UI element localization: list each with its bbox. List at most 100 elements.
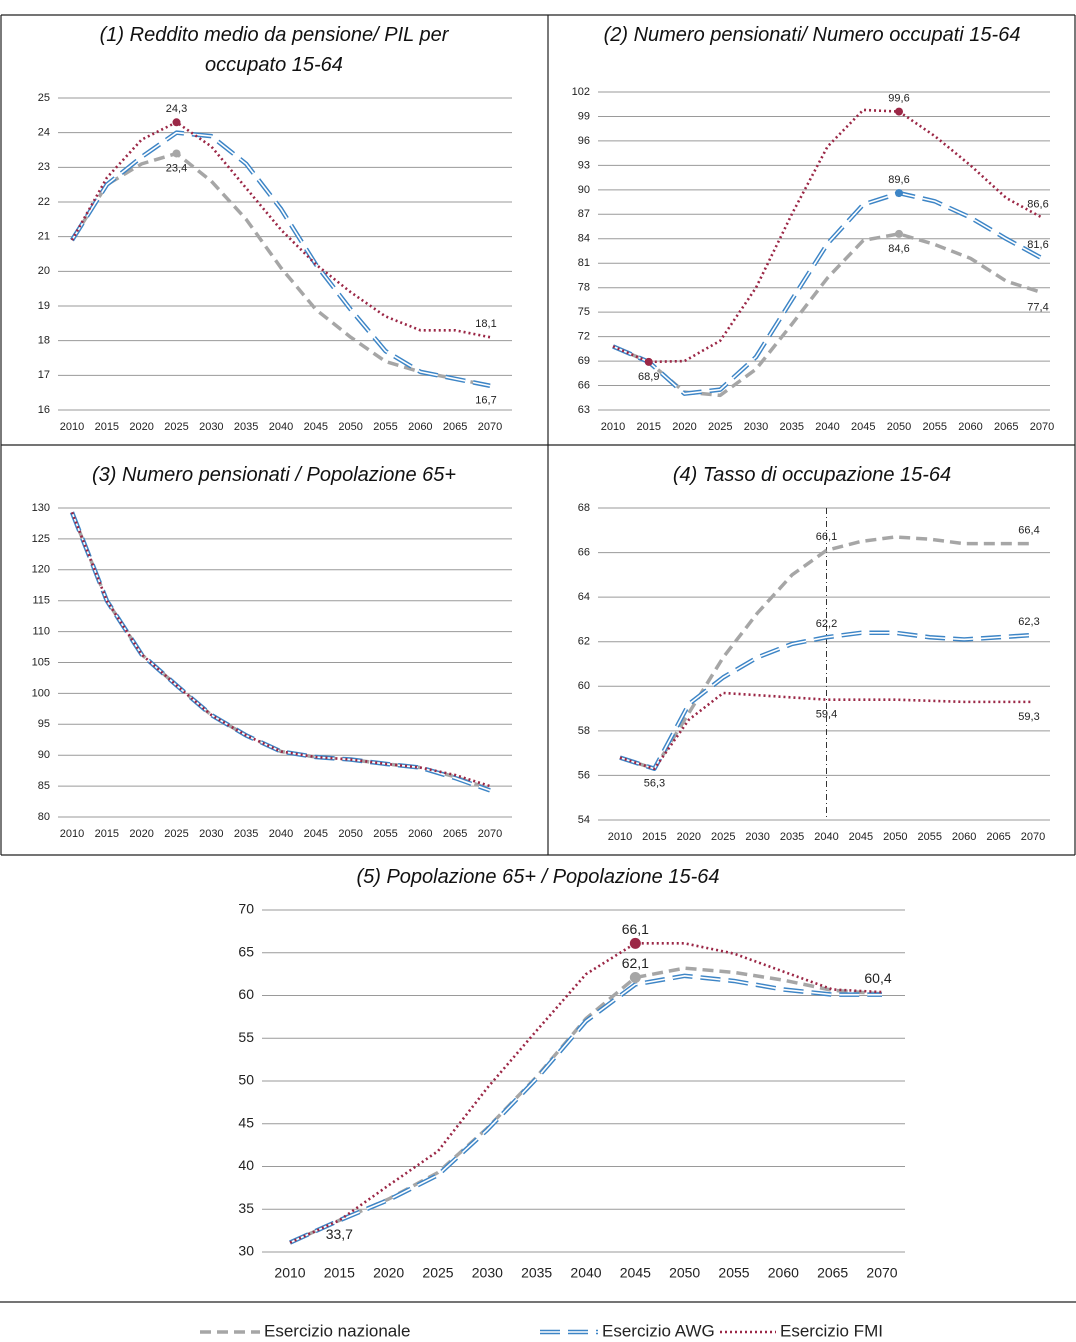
y-tick-label: 125 (32, 533, 50, 545)
panel-frame (0, 14, 1076, 1303)
point-marker (895, 107, 903, 116)
data-label: 86,6 (1027, 198, 1048, 210)
data-label: 84,6 (888, 243, 909, 255)
y-tick-label: 110 (32, 626, 50, 638)
y-tick-label: 19 (38, 300, 50, 312)
series-line-inner (71, 512, 491, 792)
y-tick-label: 56 (578, 769, 590, 781)
y-tick-label: 66 (578, 379, 590, 391)
y-tick-label: 90 (578, 184, 590, 196)
chart-title: (1) Reddito medio da pensione/ PIL per o… (99, 24, 449, 76)
series-line (70, 511, 491, 791)
x-tick-label: 2040 (814, 831, 838, 843)
plot: 54 56 58 60 62 64 66 68 2010 2015 2020 2025 2030 2035… (578, 502, 1050, 843)
y-tick-label: 75 (578, 306, 590, 318)
x-tick-label: 2065 (443, 421, 467, 433)
plot: 30 35 40 45 50 55 60 65 70 2010 2015 2020 2025 2030 20… (238, 901, 905, 1281)
x-tick-label: 2010 (274, 1265, 305, 1281)
chart-title: (2) Numero pensionati/ Numero occupati 1… (603, 24, 1021, 46)
y-tick-label: 25 (38, 92, 50, 104)
y-tick-label: 16 (38, 404, 50, 416)
data-label: 62,1 (622, 955, 649, 971)
x-tick-label: 2020 (672, 421, 696, 433)
data-label: 23,4 (166, 162, 187, 174)
series-line (69, 511, 491, 793)
x-tick-label: 2035 (234, 421, 258, 433)
y-tick-label: 78 (578, 282, 590, 294)
x-tick-label: 2010 (60, 421, 84, 433)
y-tick-label: 96 (578, 135, 590, 147)
y-tick-label: 93 (578, 159, 590, 171)
y-tick-label: 84 (578, 233, 590, 245)
x-tick-label: 2070 (1030, 421, 1054, 433)
y-tick-label: 17 (38, 369, 50, 381)
data-label: 66,4 (1018, 525, 1039, 537)
point-marker (895, 229, 903, 238)
x-tick-label: 2025 (164, 828, 188, 840)
x-tick-label: 2065 (443, 828, 467, 840)
y-tick-label: 102 (572, 86, 590, 98)
series-line (619, 691, 1033, 771)
y-tick-label: 81 (578, 257, 590, 269)
x-tick-label: 2070 (866, 1265, 897, 1281)
y-tick-label: 50 (238, 1072, 254, 1088)
y-tick-label: 54 (578, 814, 590, 826)
series-line (70, 130, 491, 388)
series-line (70, 151, 491, 388)
y-tick-label: 18 (38, 335, 50, 347)
data-label: 24,3 (166, 103, 187, 115)
data-label: 99,6 (888, 92, 909, 104)
chart-title: (5) Popolazione 65+ / Popolazione 15-64 (356, 866, 720, 888)
y-tick-label: 30 (238, 1243, 254, 1259)
y-tick-label: 20 (38, 265, 50, 277)
x-tick-label: 2060 (408, 828, 432, 840)
legend-label: Esercizio FMI (780, 1321, 883, 1340)
y-tick-label: 66 (578, 546, 590, 558)
data-label: 60,4 (864, 970, 891, 986)
legend-item: Esercizio nazionale (200, 1321, 410, 1340)
point-marker (895, 189, 903, 198)
y-tick-label: 100 (32, 687, 50, 699)
x-tick-label: 2045 (304, 828, 328, 840)
point-marker (172, 149, 181, 158)
y-tick-label: 35 (238, 1200, 254, 1216)
y-tick-label: 95 (38, 718, 50, 730)
series-line-inner (289, 975, 882, 1244)
point-marker (644, 357, 653, 366)
x-tick-label: 2030 (472, 1265, 503, 1281)
x-tick-label: 2055 (373, 421, 397, 433)
data-label: 16,7 (475, 395, 496, 407)
x-tick-label: 2050 (883, 831, 907, 843)
data-label: 62,2 (816, 618, 837, 630)
x-tick-label: 2030 (745, 831, 769, 843)
data-label: 66,1 (622, 921, 649, 937)
x-tick-label: 2035 (780, 421, 804, 433)
series-line (289, 966, 883, 1245)
point-marker (172, 118, 181, 127)
y-tick-label: 58 (578, 725, 590, 737)
series-line (289, 973, 882, 1245)
x-tick-label: 2065 (994, 421, 1018, 433)
y-tick-label: 90 (38, 749, 50, 761)
x-tick-label: 2010 (608, 831, 632, 843)
x-tick-label: 2030 (199, 421, 223, 433)
x-tick-label: 2035 (521, 1265, 552, 1281)
x-tick-label: 2020 (373, 1265, 404, 1281)
series-line (619, 535, 1033, 771)
x-tick-label: 2060 (958, 421, 982, 433)
x-tick-label: 2055 (923, 421, 947, 433)
x-tick-label: 2025 (711, 831, 735, 843)
y-tick-label: 72 (578, 331, 590, 343)
series-line-inner (71, 131, 491, 387)
y-tick-label: 64 (578, 591, 590, 603)
x-tick-label: 2040 (269, 421, 293, 433)
x-tick-label: 2015 (324, 1265, 355, 1281)
legend-label: Esercizio AWG (602, 1321, 715, 1340)
data-label: 59,4 (816, 709, 837, 721)
x-tick-label: 2070 (1021, 831, 1045, 843)
y-tick-label: 24 (38, 127, 50, 139)
x-tick-label: 2055 (718, 1265, 749, 1281)
x-tick-label: 2045 (849, 831, 873, 843)
